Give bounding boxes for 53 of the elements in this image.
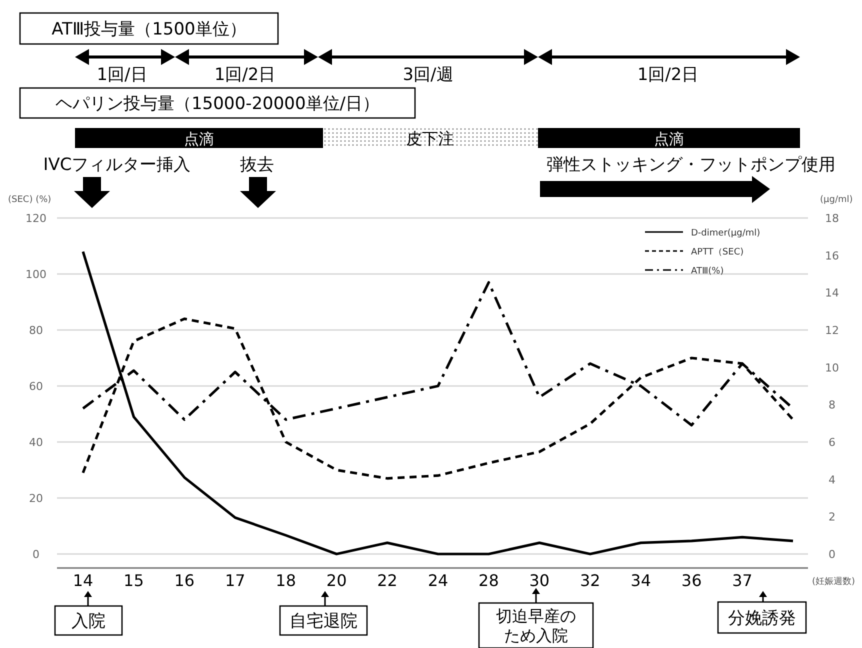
y2-axis-title: (μg/ml)	[820, 195, 853, 205]
y-tick-label: 40	[29, 436, 43, 449]
y2-tick-label: 10	[825, 361, 839, 374]
text: 抜去	[240, 155, 274, 175]
text: 分娩誘発	[728, 608, 796, 629]
x-tick-label: 17	[224, 571, 246, 590]
text: 弾性ストッキング・フットポンプ使用	[546, 155, 836, 175]
x-tick-label: 18	[276, 571, 296, 590]
y-tick-label: 20	[29, 492, 43, 505]
text: 自宅退院	[290, 612, 358, 632]
text: 1回/日	[96, 65, 148, 85]
text: 切迫早産のため入院	[496, 606, 576, 645]
text: ATⅢ投与量（1500単位）	[52, 20, 246, 40]
legend-label: APTT（SEC)	[691, 248, 744, 258]
text: 点滴	[184, 130, 214, 148]
x-tick-label: 15	[124, 571, 144, 590]
x-tick-label: 24	[428, 571, 448, 590]
y2-tick-label: 4	[828, 473, 836, 486]
y2-tick-label: 6	[828, 436, 836, 449]
x-tick-label: 16	[174, 571, 195, 590]
x-tick-label: 22	[377, 571, 398, 590]
y2-tick-label: 16	[825, 249, 839, 262]
x-tick-label: 34	[630, 571, 652, 590]
y2-tick-label: 0	[828, 548, 836, 561]
y-tick-label: 100	[26, 268, 46, 281]
y2-tick-label: 8	[828, 398, 836, 412]
text: 3回/週	[402, 65, 454, 85]
legend-label: ATⅢ(%)	[691, 266, 724, 276]
text: 点滴	[654, 130, 684, 148]
x-tick-label: 37	[732, 571, 752, 590]
text: 1回/2日	[637, 65, 699, 85]
x-tick-label: 14	[72, 571, 94, 590]
y-tick-label: 120	[26, 212, 46, 225]
x-tick-label: 20	[326, 571, 347, 590]
y2-tick-label: 14	[825, 286, 839, 300]
x-tick-label: 30	[529, 571, 550, 590]
y-tick-label: 60	[29, 380, 43, 393]
x-tick-label: 36	[681, 571, 702, 590]
y2-tick-label: 12	[825, 324, 839, 337]
y2-tick-label: 2	[828, 510, 836, 524]
text: 入院	[72, 612, 106, 632]
text: ヘパリン投与量（15000-20000単位/日）	[55, 94, 380, 114]
x-axis-title: (妊娠週数)	[812, 576, 856, 587]
y2-tick-label: 18	[825, 212, 839, 225]
y-tick-label: 0	[32, 548, 40, 561]
x-tick-label: 28	[478, 571, 499, 590]
legend-label: D-dimer(μg/ml)	[691, 228, 760, 238]
y-axis-title: (SEC) (%)	[8, 195, 52, 205]
text: IVCフィルター挿入	[43, 155, 191, 175]
x-tick-label: 32	[580, 571, 600, 590]
y-tick-label: 80	[29, 324, 43, 337]
text: 皮下注	[406, 129, 454, 148]
text: 1回/2日	[214, 65, 276, 85]
